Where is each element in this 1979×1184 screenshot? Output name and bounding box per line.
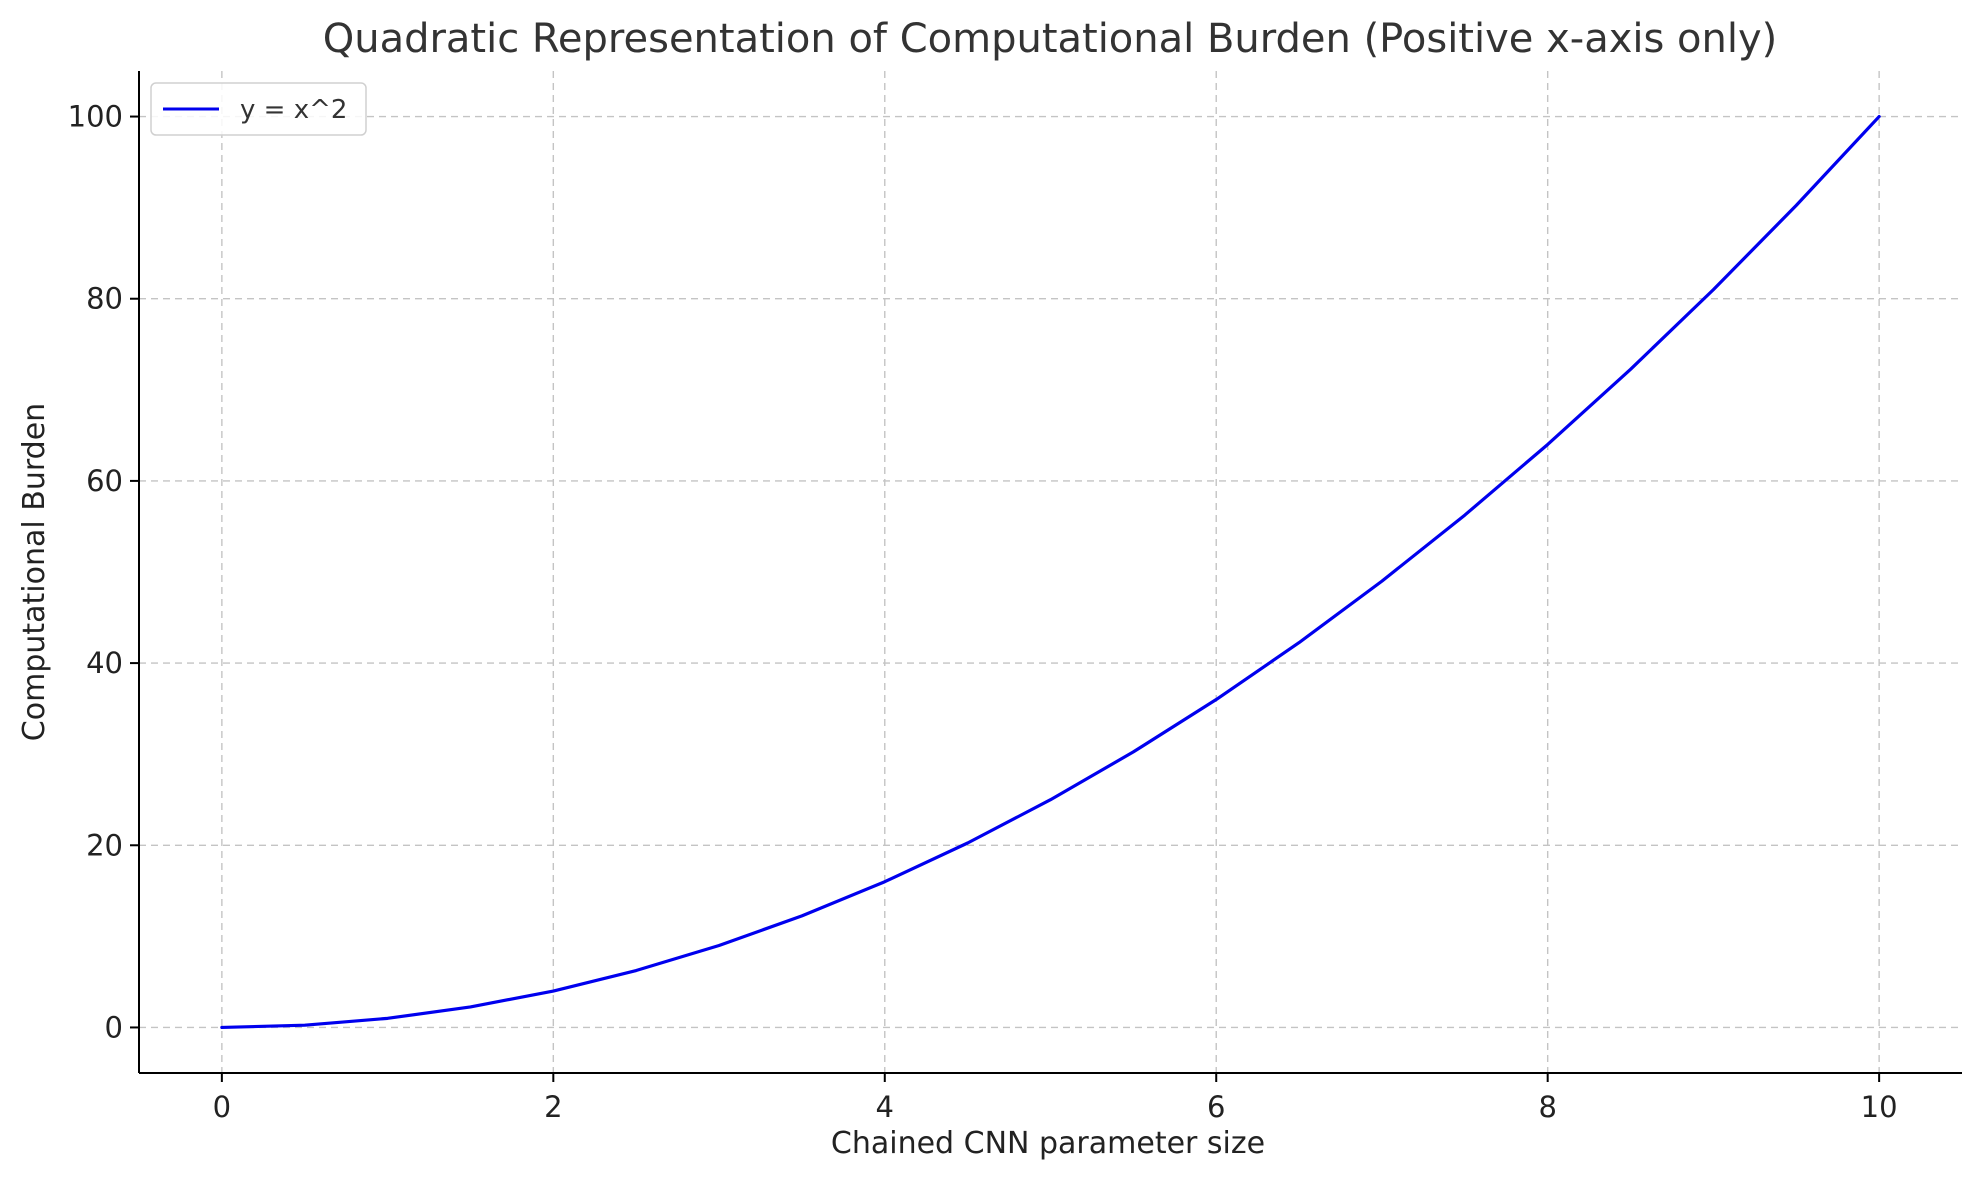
y-tick-label: 100 (68, 100, 123, 134)
legend-label-y-equals-x-squared: y = x^2 (240, 95, 347, 125)
series-layer (220, 114, 1881, 1030)
y-tick-label: 60 (86, 464, 123, 498)
y-tick-label: 40 (86, 646, 123, 680)
x-tick-label: 2 (544, 1090, 562, 1124)
x-tick-label: 8 (1538, 1090, 1556, 1124)
legend-box (150, 82, 367, 136)
x-tick-label: 4 (876, 1090, 894, 1124)
legend: y = x^2 (150, 82, 367, 136)
x-axis-label: Chained CNN parameter size (831, 1126, 1265, 1161)
y-tick-label: 20 (86, 828, 123, 862)
x-tick-label: 6 (1207, 1090, 1225, 1124)
y-tick-label: 80 (86, 282, 123, 316)
chart-title: Quadratic Representation of Computationa… (323, 16, 1778, 62)
x-tick-label: 10 (1861, 1090, 1898, 1124)
y-axis-label: Computational Burden (17, 403, 52, 741)
x-tick-label: 0 (213, 1090, 231, 1124)
series-line-y-equals-x-squared (220, 114, 1881, 1030)
grid (139, 71, 1962, 1073)
y-tick-label: 0 (105, 1010, 123, 1044)
